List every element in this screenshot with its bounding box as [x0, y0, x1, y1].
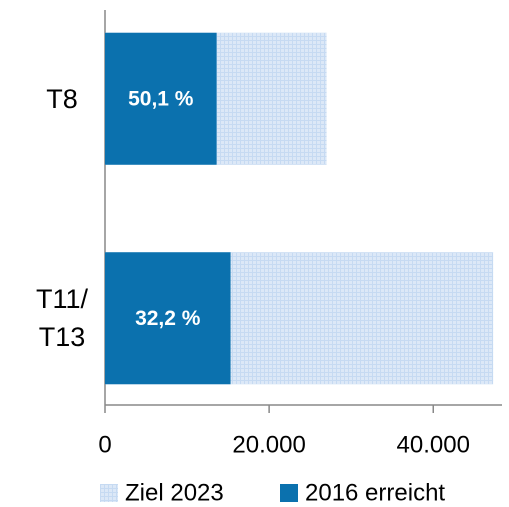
- category-label: T11/ T13: [35, 284, 89, 353]
- x-tick-label: 0: [98, 431, 111, 458]
- bar: [105, 32, 217, 165]
- x-tick-label: 20.000: [232, 431, 305, 458]
- legend-label: 2016 erreicht: [305, 479, 445, 506]
- x-tick-label: 40.000: [397, 431, 470, 458]
- bar-annotation: 32,2 %: [135, 307, 201, 330]
- bar: [105, 252, 231, 385]
- legend-swatch: [100, 484, 118, 502]
- category-label: T8: [46, 83, 78, 114]
- legend-label: Ziel 2023: [125, 479, 224, 506]
- legend-swatch: [280, 484, 298, 502]
- bar-annotation: 50,1 %: [128, 87, 194, 110]
